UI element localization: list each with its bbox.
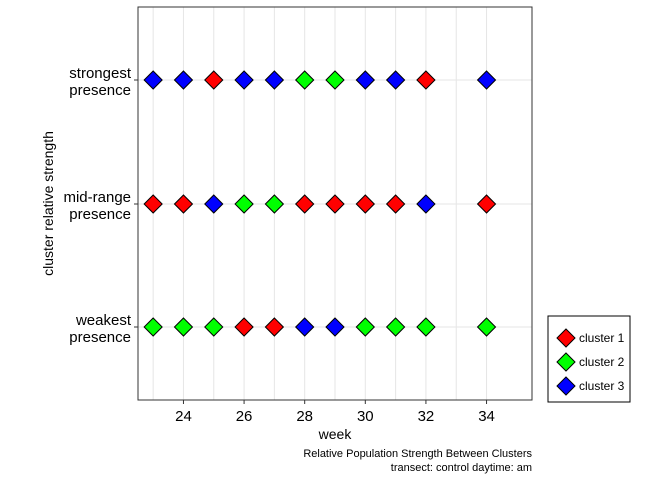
x-tick-label: 30: [357, 408, 374, 425]
data-point: [476, 70, 497, 90]
data-point: [355, 70, 376, 90]
legend: cluster 1 cluster 2 cluster 3: [547, 315, 631, 403]
data-point: [416, 70, 436, 90]
x-tick-label: 24: [175, 408, 192, 425]
data-point: [264, 70, 285, 90]
x-tick-label: 26: [236, 408, 253, 425]
data-point: [385, 194, 406, 214]
data-point: [234, 70, 254, 90]
data-point: [385, 317, 406, 337]
data-point: [204, 194, 224, 214]
x-axis-ticks: 24 26 28 30 32 34: [175, 400, 495, 425]
data-point: [143, 317, 163, 337]
y-tick-label: strongest presence: [69, 65, 132, 99]
data-point: [355, 194, 376, 214]
data-point: [204, 317, 224, 337]
data-point: [325, 70, 345, 90]
data-point: [355, 317, 376, 337]
caption-subtitle: transect: control daytime: am: [391, 462, 532, 474]
data-point: [234, 194, 254, 214]
data-point: [416, 317, 436, 337]
data-point: [476, 194, 497, 214]
legend-marker: [556, 352, 576, 372]
data-point: [476, 317, 497, 337]
data-point: [325, 317, 345, 337]
x-tick-label: 34: [478, 408, 495, 425]
data-point: [143, 194, 163, 214]
data-point: [385, 70, 406, 90]
data-point: [143, 70, 163, 90]
data-point: [264, 317, 285, 337]
data-point: [294, 194, 315, 214]
data-point: [173, 194, 194, 214]
y-tick-label: mid-range presence: [63, 189, 131, 223]
caption-title: Relative Population Strength Between Clu…: [303, 448, 532, 460]
data-point: [234, 317, 254, 337]
legend-label: cluster 3: [579, 379, 625, 393]
data-point: [294, 317, 315, 337]
data-point: [416, 194, 436, 214]
data-point: [325, 194, 345, 214]
y-axis-ticks: weakest presence mid-range presence stronges…: [63, 65, 138, 346]
legend-marker: [556, 376, 576, 396]
data-point: [264, 194, 285, 214]
data-point: [204, 70, 224, 90]
legend-label: cluster 2: [579, 355, 625, 369]
y-axis-label: cluster relative strength: [40, 131, 56, 276]
x-tick-label: 28: [296, 408, 313, 425]
x-tick-label: 32: [418, 408, 435, 425]
data-point: [173, 317, 194, 337]
legend-label: cluster 1: [579, 331, 625, 345]
data-points: [143, 70, 497, 337]
x-axis-label: week: [318, 426, 353, 442]
data-point: [173, 70, 194, 90]
y-tick-label: weakest presence: [69, 312, 132, 346]
legend-marker: [556, 328, 576, 348]
data-point: [294, 70, 315, 90]
